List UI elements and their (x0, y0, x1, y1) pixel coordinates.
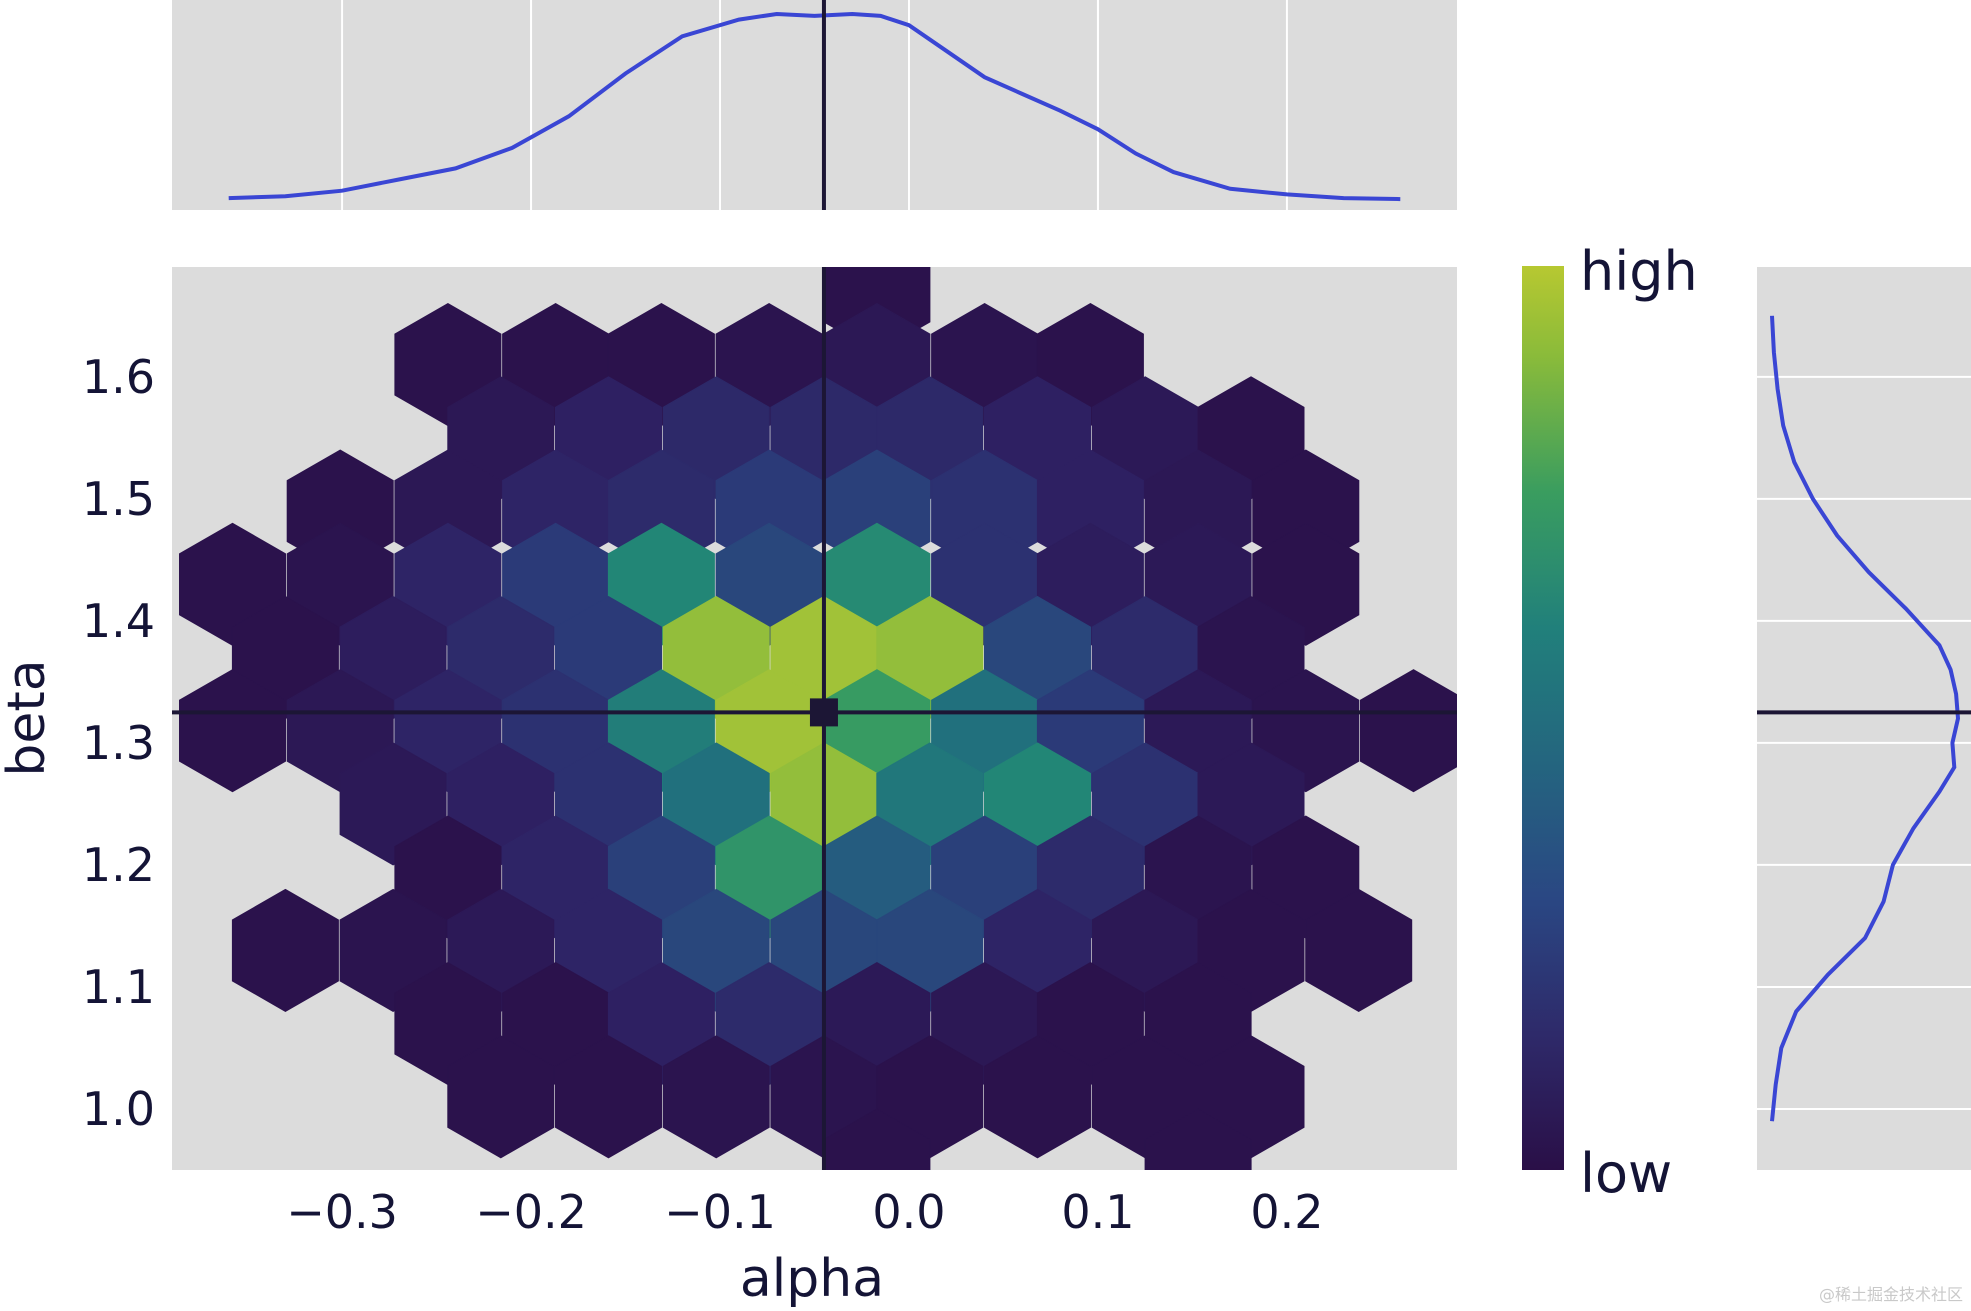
hexbin-cell (447, 1035, 555, 1159)
top-marginal-panel (172, 0, 1457, 210)
x-tick-label: −0.2 (475, 1185, 587, 1239)
right-marginal-panel (1757, 267, 1971, 1170)
hexbin-cell (662, 1035, 770, 1159)
y-tick-label: 1.0 (82, 1082, 155, 1136)
colorbar-low-label: low (1580, 1142, 1672, 1205)
colorbar: high low (1522, 240, 1698, 1205)
x-tick-label: −0.3 (286, 1185, 398, 1239)
alpha-kde-curve (228, 11, 1401, 202)
x-axis-ticks: −0.3 −0.2 −0.1 0.0 0.1 0.2 (286, 1185, 1323, 1239)
y-tick-label: 1.2 (82, 838, 155, 892)
hexbin-cell (555, 1035, 662, 1159)
y-tick-label: 1.6 (82, 350, 155, 404)
colorbar-high-label: high (1580, 240, 1698, 303)
hexbin-cell (231, 888, 339, 1012)
y-tick-label: 1.4 (82, 594, 155, 648)
hexbin-cell (984, 1035, 1091, 1159)
hexbin-panel: −0.3 −0.2 −0.1 0.0 0.1 0.2 1.0 1.1 1.2 1.3 1.4 1.5… (0, 267, 1457, 1309)
right-marginal-background (1757, 267, 1971, 1170)
x-tick-label: 0.0 (872, 1185, 945, 1239)
hexbin-cell (1360, 669, 1457, 793)
x-axis-label: alpha (740, 1249, 884, 1309)
right-marginal-grid (1757, 375, 1971, 1110)
y-axis-label: beta (0, 659, 57, 776)
hexbin-cell (1144, 1108, 1252, 1170)
y-tick-label: 1.5 (82, 472, 155, 526)
hexbin-cells (179, 267, 1457, 1170)
top-marginal-grid (341, 0, 1288, 210)
y-tick-label: 1.3 (82, 716, 155, 770)
y-tick-label: 1.1 (82, 960, 155, 1014)
watermark: @稀土掘金技术社区 (1818, 1285, 1963, 1304)
reference-point-marker (809, 698, 838, 727)
colorbar-gradient (1522, 266, 1564, 1170)
x-tick-label: −0.1 (664, 1185, 776, 1239)
x-tick-label: 0.1 (1061, 1185, 1134, 1239)
y-axis-ticks: 1.0 1.1 1.2 1.3 1.4 1.5 1.6 (82, 350, 155, 1136)
beta-kde-curve (1770, 315, 1961, 1122)
hexbin-cell (1305, 888, 1413, 1012)
x-tick-label: 0.2 (1250, 1185, 1323, 1239)
hexbin-cell (179, 669, 286, 793)
top-marginal-background (172, 0, 1457, 210)
